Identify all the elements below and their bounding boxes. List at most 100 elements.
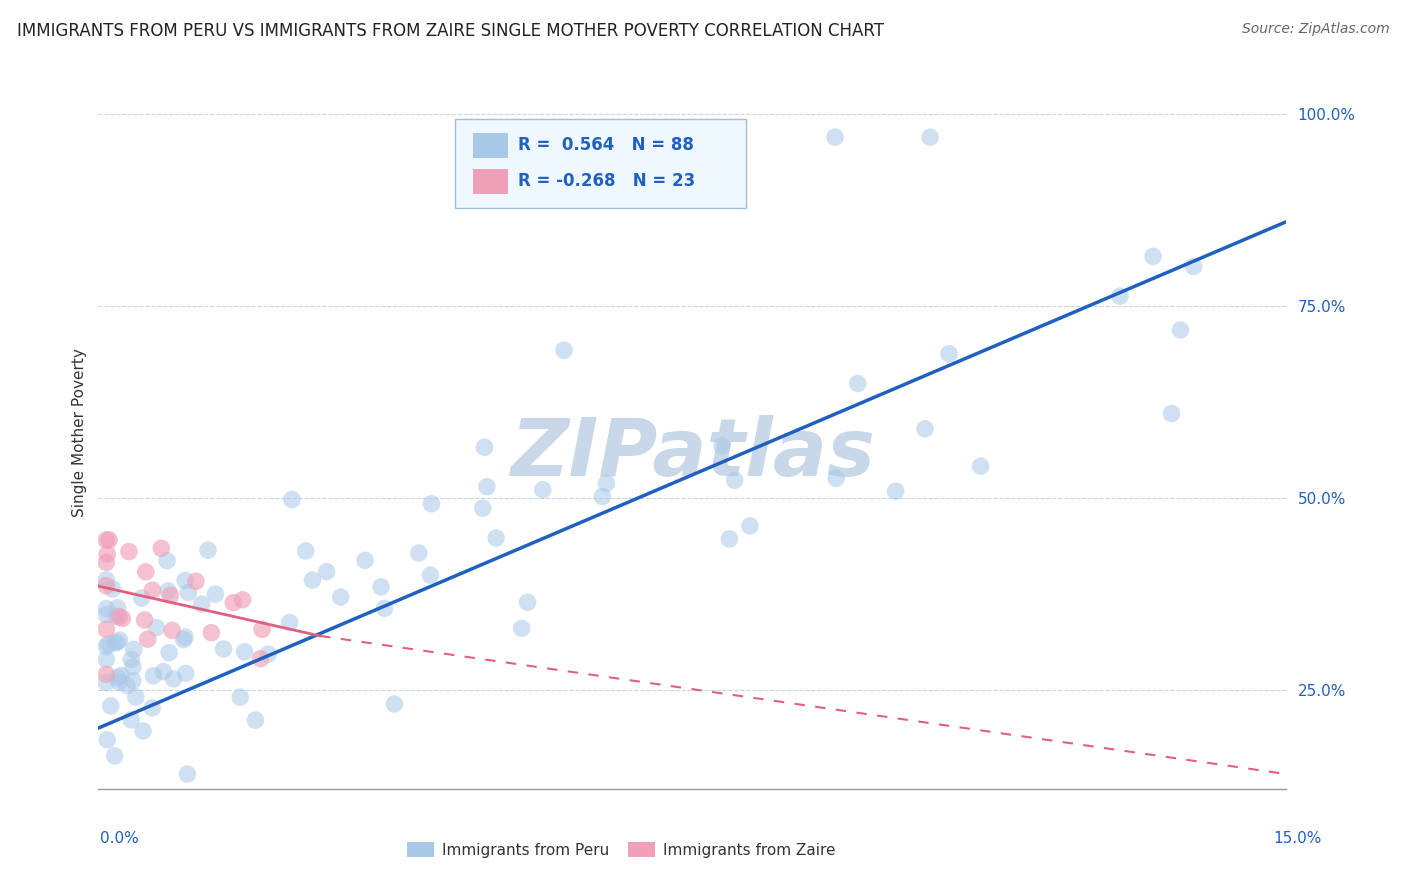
Point — [107, 600, 129, 615]
Point — [1182, 260, 1205, 274]
Point — [115, 678, 138, 692]
Point — [249, 651, 271, 665]
Point — [100, 698, 122, 713]
Point — [111, 611, 134, 625]
Point — [176, 767, 198, 781]
Point — [278, 615, 301, 630]
Point — [97, 637, 120, 651]
Text: Source: ZipAtlas.com: Source: ZipAtlas.com — [1241, 22, 1389, 37]
Point — [131, 591, 153, 605]
Point — [96, 622, 118, 636]
Point — [1170, 323, 1192, 337]
Point — [257, 647, 280, 661]
Point — [718, 532, 741, 546]
Point — [110, 668, 132, 682]
Point — [96, 579, 118, 593]
Point — [105, 609, 128, 624]
Point — [103, 748, 125, 763]
Point — [232, 592, 254, 607]
Point — [384, 697, 406, 711]
Text: 15.0%: 15.0% — [1274, 831, 1322, 847]
Point — [120, 713, 142, 727]
Point — [157, 646, 180, 660]
Point — [108, 675, 131, 690]
Point — [103, 636, 125, 650]
Point — [233, 645, 256, 659]
Point — [711, 439, 734, 453]
Text: R =  0.564   N = 88: R = 0.564 N = 88 — [517, 136, 693, 154]
Point — [471, 501, 494, 516]
Point — [160, 624, 183, 638]
Point — [125, 690, 148, 704]
Point — [107, 671, 129, 685]
Point — [177, 585, 200, 599]
Point — [96, 555, 118, 569]
Point — [135, 565, 157, 579]
Point — [510, 621, 533, 635]
Point — [142, 669, 165, 683]
Point — [204, 587, 226, 601]
Point — [354, 553, 377, 567]
Point — [1142, 249, 1164, 263]
Point — [96, 601, 118, 615]
Point — [162, 672, 184, 686]
Text: ZIPatlas: ZIPatlas — [510, 415, 875, 493]
Point — [420, 497, 443, 511]
Point — [200, 625, 222, 640]
Point — [914, 422, 936, 436]
Point — [884, 484, 907, 499]
Point — [315, 565, 337, 579]
Point — [96, 732, 118, 747]
Point — [157, 584, 180, 599]
Point — [174, 630, 197, 644]
Point — [229, 690, 252, 705]
Text: 0.0%: 0.0% — [100, 831, 139, 847]
Point — [595, 476, 617, 491]
Point — [516, 595, 538, 609]
Point — [1160, 407, 1182, 421]
Point — [212, 642, 235, 657]
Point — [101, 582, 124, 596]
Point — [222, 596, 245, 610]
Point — [824, 130, 846, 145]
Point — [174, 666, 197, 681]
Point — [108, 609, 131, 624]
Point — [738, 519, 761, 533]
Point — [301, 573, 323, 587]
Point — [531, 483, 554, 497]
Point — [1109, 289, 1132, 303]
Point — [150, 541, 173, 556]
Point — [184, 574, 207, 589]
Point — [141, 701, 163, 715]
Point — [108, 633, 131, 648]
Text: IMMIGRANTS FROM PERU VS IMMIGRANTS FROM ZAIRE SINGLE MOTHER POVERTY CORRELATION : IMMIGRANTS FROM PERU VS IMMIGRANTS FROM … — [17, 22, 884, 40]
Point — [122, 642, 145, 657]
Point — [938, 347, 960, 361]
Point — [825, 471, 848, 485]
Point — [96, 675, 118, 690]
Point — [846, 376, 869, 391]
Point — [156, 554, 179, 568]
Bar — [472, 169, 509, 194]
Point — [159, 588, 181, 602]
Point — [96, 640, 118, 654]
FancyBboxPatch shape — [456, 119, 747, 208]
Point — [245, 713, 267, 727]
Point — [591, 490, 613, 504]
Legend: Immigrants from Peru, Immigrants from Zaire: Immigrants from Peru, Immigrants from Za… — [401, 836, 841, 863]
Point — [723, 473, 745, 487]
Text: R = -0.268   N = 23: R = -0.268 N = 23 — [517, 172, 695, 190]
Point — [408, 546, 430, 560]
Point — [485, 531, 508, 545]
Point — [250, 623, 273, 637]
Point — [294, 544, 316, 558]
Point — [474, 440, 496, 454]
Point — [96, 547, 118, 561]
Point — [920, 130, 942, 145]
Y-axis label: Single Mother Poverty: Single Mother Poverty — [72, 348, 87, 517]
Point — [970, 459, 993, 474]
Point — [134, 613, 156, 627]
Point — [96, 667, 118, 681]
Point — [107, 635, 129, 649]
Point — [122, 673, 145, 688]
